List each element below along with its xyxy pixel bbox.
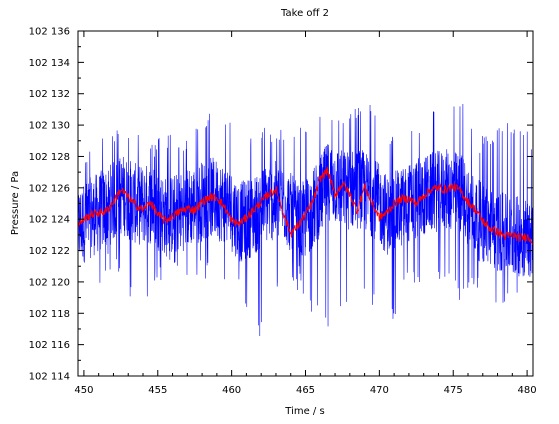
y-tick-label: 102 122 [29,246,70,257]
y-axis-label: Pressure / Pa [10,171,21,235]
y-tick-label: 102 126 [29,183,70,194]
y-tick-label: 102 124 [29,215,70,226]
y-axis: 102 114 102 116 102 118 102 120 102 122 102 1… [29,27,533,383]
raw-pressure-series [77,103,534,336]
raw-pressure-line [77,103,534,336]
y-tick-label: 102 118 [29,309,70,320]
filtered-pressure-series [77,166,534,245]
x-tick-label: 480 [518,385,537,396]
y-tick-label: 102 132 [29,89,70,100]
y-tick-label: 102 128 [29,152,70,163]
x-tick-label: 465 [296,385,315,396]
x-tick-label: 470 [370,385,389,396]
x-axis: 450 455 460 465 470 475 480 [74,31,537,396]
chart-title: Take off 2 [280,8,329,19]
x-tick-label: 475 [444,385,463,396]
y-tick-label: 102 136 [29,27,70,38]
filtered-pressure-line [77,166,534,245]
x-tick-label: 455 [148,385,167,396]
x-axis-label: Time / s [284,406,324,417]
plot-area [77,30,534,377]
y-tick-label: 102 134 [29,58,70,69]
y-tick-label: 102 130 [29,121,70,132]
y-tick-label: 102 114 [29,372,70,383]
x-tick-label: 450 [74,385,93,396]
y-tick-label: 102 120 [29,277,70,288]
x-tick-label: 460 [222,385,241,396]
y-tick-label: 102 116 [29,340,70,351]
